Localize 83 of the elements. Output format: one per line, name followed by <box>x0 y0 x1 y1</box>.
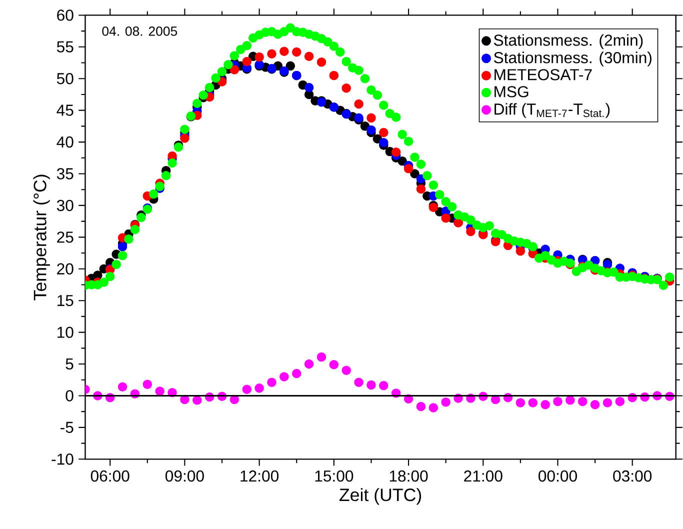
y-tick-label: 10 <box>58 326 74 338</box>
point <box>180 134 190 143</box>
x-tick-label: 21:00 <box>464 470 502 482</box>
point <box>366 113 376 122</box>
y-tick-label: 5 <box>66 358 74 370</box>
y-tick-label: 30 <box>56 200 74 211</box>
point <box>354 378 364 387</box>
x-tick-label: 12:00 <box>240 470 279 482</box>
y-tick-label: 45 <box>56 104 74 116</box>
annotation: 04. 08. 2005 <box>102 26 178 36</box>
point <box>192 395 202 405</box>
point <box>428 403 438 412</box>
point <box>379 380 388 390</box>
legend-label: Stationsmess. (2min) <box>494 34 643 49</box>
point <box>292 368 302 378</box>
y-tick-label: -10 <box>52 453 74 465</box>
y-tick-label: 50 <box>56 72 74 84</box>
point <box>379 128 388 138</box>
point <box>342 83 351 93</box>
y-tick-label: 55 <box>56 41 74 52</box>
point <box>516 246 526 256</box>
point <box>304 359 314 369</box>
point <box>566 395 575 405</box>
point <box>391 147 401 157</box>
x-tick-label: 03:00 <box>613 470 652 482</box>
legend-label: MSG <box>494 86 528 98</box>
point <box>316 57 326 67</box>
point <box>118 382 128 392</box>
y-tick-label: 25 <box>57 231 74 243</box>
y-tick-label: -5 <box>60 422 74 433</box>
point <box>267 378 276 387</box>
point <box>254 52 264 62</box>
point <box>230 65 240 74</box>
point <box>553 396 562 406</box>
point <box>441 213 450 223</box>
point <box>280 372 289 382</box>
point <box>280 46 289 56</box>
x-tick-label: 06:00 <box>90 470 130 482</box>
x-tick-label: 09:00 <box>165 470 204 482</box>
point <box>366 125 376 135</box>
x-tick-label: 18:00 <box>390 470 428 482</box>
point <box>354 99 364 109</box>
point <box>242 56 252 66</box>
point <box>466 226 476 236</box>
x-tick-label: 00:00 <box>538 470 577 482</box>
point <box>404 164 414 174</box>
legend-label: Stationsmess. (30min) <box>494 52 652 66</box>
y-tick-label: 40 <box>56 136 74 148</box>
y-axis-title: Temperatur (°C) <box>33 174 50 300</box>
point <box>590 400 600 410</box>
x-tick-label: 15:00 <box>315 470 354 482</box>
point <box>142 380 152 389</box>
point <box>292 47 302 57</box>
point <box>516 398 526 408</box>
point <box>540 400 550 410</box>
x-axis-title: Zeit (UTC) <box>339 488 422 505</box>
point <box>304 52 314 61</box>
point <box>118 242 128 252</box>
y-tick-label: 0 <box>66 390 74 402</box>
point <box>416 402 426 412</box>
legend-label: Diff (T$_{MET-7}$-T$_{Stat.}$) <box>494 103 610 118</box>
y-tick-label: 20 <box>57 263 74 274</box>
point <box>329 70 339 80</box>
point <box>304 82 314 92</box>
point <box>528 398 538 408</box>
point <box>242 384 252 394</box>
legend-label: METEOSAT-7 <box>494 68 592 80</box>
point <box>329 360 339 370</box>
point <box>267 49 276 58</box>
y-tick-label: 60 <box>57 9 74 21</box>
point <box>441 397 450 407</box>
point <box>602 398 612 408</box>
point <box>155 386 164 396</box>
y-tick-label: 35 <box>56 168 74 180</box>
point <box>416 184 426 194</box>
point <box>379 138 388 148</box>
y-tick-label: 15 <box>58 294 74 306</box>
point <box>615 396 625 406</box>
point <box>316 352 326 362</box>
point <box>366 380 376 390</box>
point <box>254 383 264 393</box>
point <box>342 366 351 375</box>
point <box>578 396 588 406</box>
